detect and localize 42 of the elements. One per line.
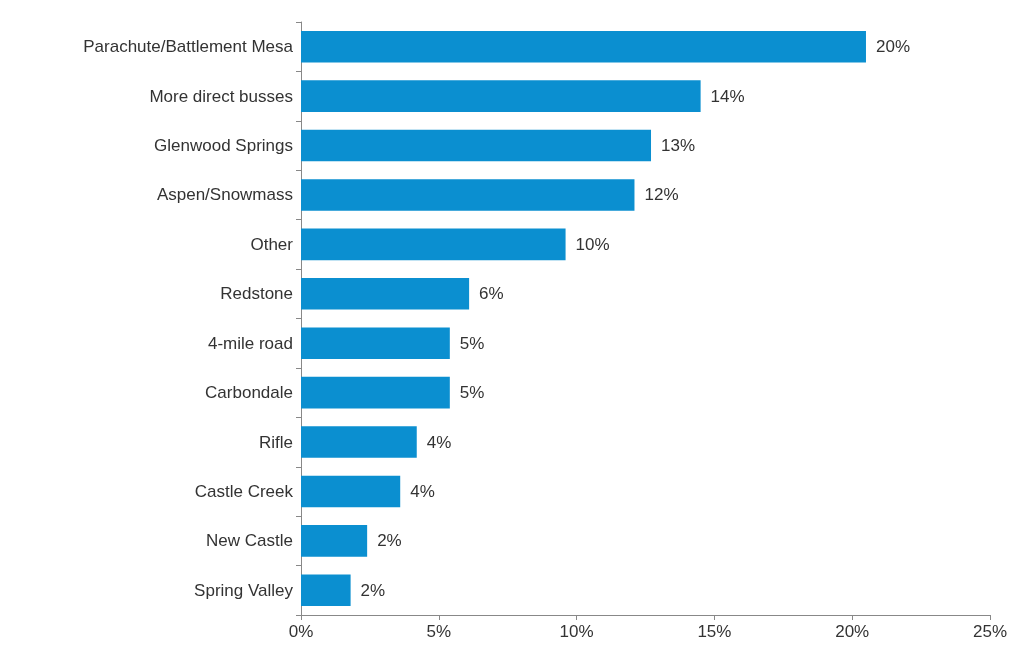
data-label: 12% bbox=[644, 185, 679, 205]
data-label: 13% bbox=[661, 136, 696, 156]
y-tick-label: Castle Creek bbox=[194, 481, 294, 501]
data-label: 5% bbox=[459, 383, 485, 403]
bar bbox=[301, 129, 652, 162]
bar bbox=[301, 30, 866, 63]
data-label: 20% bbox=[875, 37, 911, 57]
data-label: 10% bbox=[575, 234, 610, 254]
y-tick-label: Carbondale bbox=[205, 383, 293, 403]
y-tick-label: Parachute/Battlement Mesa bbox=[83, 37, 294, 57]
y-tick-label: Spring Valley bbox=[194, 580, 294, 600]
data-label: 4% bbox=[426, 432, 452, 452]
y-tick-label: New Castle bbox=[206, 531, 293, 551]
bar bbox=[301, 179, 635, 211]
bar bbox=[301, 376, 450, 409]
bar bbox=[301, 228, 566, 261]
bar bbox=[301, 525, 368, 557]
bar bbox=[301, 574, 351, 607]
x-tick-label: 0% bbox=[288, 622, 314, 641]
x-tick-label: 15% bbox=[697, 622, 732, 641]
bar bbox=[301, 475, 401, 508]
y-tick-label: Aspen/Snowmass bbox=[156, 185, 293, 205]
data-label: 6% bbox=[479, 284, 504, 304]
data-label: 5% bbox=[459, 333, 485, 353]
x-tick-label: 10% bbox=[559, 622, 594, 641]
y-tick-label: Other bbox=[250, 234, 294, 254]
y-tick-label: Glenwood Springs bbox=[154, 136, 293, 156]
data-label: 2% bbox=[360, 580, 386, 600]
x-tick-label: 25% bbox=[972, 622, 1008, 641]
bar bbox=[301, 80, 701, 112]
y-tick-label: Redstone bbox=[220, 284, 293, 304]
x-tick-label: 5% bbox=[426, 622, 452, 641]
x-tick-label: 20% bbox=[835, 622, 870, 641]
y-tick-label: 4-mile road bbox=[207, 333, 293, 353]
y-tick-label: More direct busses bbox=[149, 86, 293, 106]
bar bbox=[301, 327, 450, 360]
bar bbox=[301, 277, 470, 310]
bar bbox=[301, 426, 417, 458]
data-label: 2% bbox=[377, 531, 402, 551]
y-tick-label: Rifle bbox=[258, 432, 293, 452]
data-label: 4% bbox=[410, 481, 435, 501]
data-label: 14% bbox=[710, 86, 745, 106]
